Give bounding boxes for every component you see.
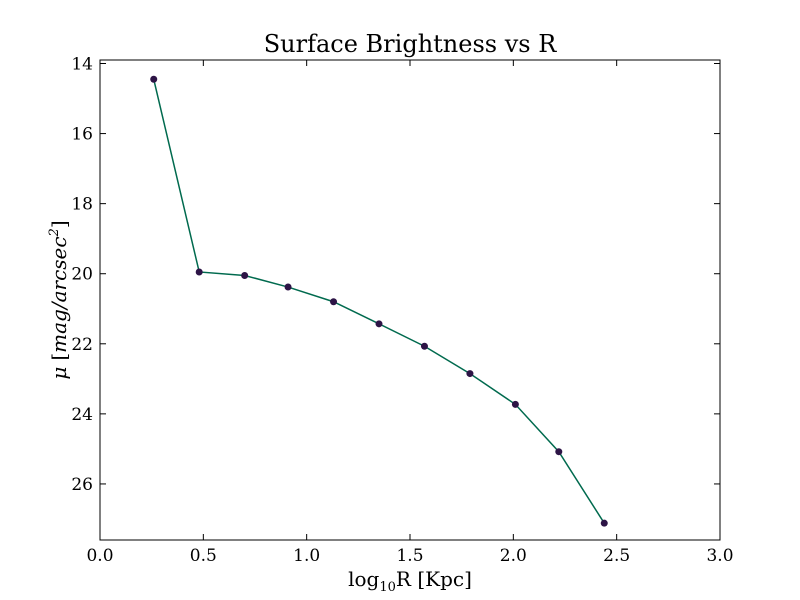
x-axis-label-subscript: 10 [379, 580, 396, 595]
x-tick-label: 1.0 [293, 546, 320, 566]
y-tick-label: 26 [71, 475, 93, 495]
x-tick-label: 1.5 [396, 546, 423, 566]
data-point [375, 320, 383, 328]
y-tick-label: 24 [71, 405, 93, 425]
series-line [153, 79, 605, 524]
x-axis-label-prefix: log [348, 567, 379, 591]
data-point [195, 268, 203, 276]
plot-area [150, 75, 608, 527]
y-axis-label-close: ] [47, 220, 71, 228]
data-point [511, 400, 519, 408]
data-point [600, 519, 608, 527]
y-axis-label-symbol: μ [47, 367, 71, 380]
data-point [466, 370, 474, 378]
x-tick-label: 2.0 [500, 546, 527, 566]
x-axis-label-suffix: R [Kpc] [396, 567, 472, 591]
data-point [330, 298, 338, 306]
y-tick-label: 14 [71, 55, 93, 75]
y-tick-label: 18 [71, 195, 93, 215]
y-axis-label: μ [mag/arcsec2] [47, 220, 71, 379]
data-point [241, 271, 249, 279]
chart-title: Surface Brightness vs R [264, 30, 558, 58]
data-point [150, 75, 158, 83]
y-tick-label: 20 [71, 265, 93, 285]
data-point [284, 283, 292, 291]
y-axis-label-open: [ [47, 353, 71, 361]
x-tick-label: 3.0 [706, 546, 733, 566]
y-tick-label: 22 [71, 335, 93, 355]
x-axis: 0.0 0.5 1.0 1.5 2.0 2.5 3.0 [86, 60, 734, 566]
y-axis-label-exponent: 2 [47, 228, 62, 237]
x-tick-label: 2.5 [603, 546, 630, 566]
data-point [555, 448, 563, 456]
y-tick-label: 16 [71, 125, 93, 145]
y-axis-label-unit: mag/arcsec [47, 236, 71, 352]
y-axis: 14 16 18 20 22 24 26 [71, 55, 720, 495]
data-point [420, 342, 428, 350]
x-tick-label: 0.5 [190, 546, 217, 566]
plot-frame [99, 59, 721, 541]
x-tick-label: 0.0 [86, 546, 113, 566]
x-axis-label: log10R [Kpc] [348, 567, 472, 595]
